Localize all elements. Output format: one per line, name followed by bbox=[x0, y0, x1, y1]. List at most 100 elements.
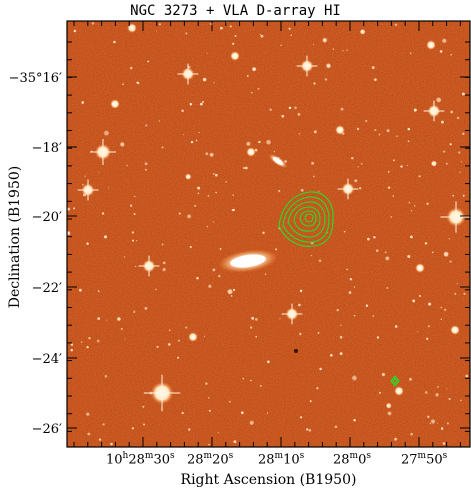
star bbox=[206, 52, 208, 54]
star bbox=[119, 141, 126, 148]
star bbox=[132, 310, 136, 314]
star bbox=[353, 418, 357, 422]
star bbox=[147, 60, 150, 63]
star bbox=[220, 26, 223, 30]
star bbox=[104, 374, 108, 378]
star bbox=[218, 274, 221, 278]
star bbox=[449, 260, 452, 263]
star bbox=[207, 397, 210, 399]
star bbox=[113, 40, 116, 44]
star bbox=[281, 114, 285, 118]
dark-spot bbox=[294, 349, 298, 353]
star bbox=[134, 265, 137, 268]
star bbox=[427, 325, 430, 328]
star bbox=[446, 388, 448, 390]
star bbox=[458, 151, 461, 154]
bright-star bbox=[335, 125, 345, 135]
star bbox=[367, 237, 370, 241]
star bbox=[440, 427, 444, 430]
star bbox=[426, 202, 429, 205]
star bbox=[219, 247, 222, 250]
star bbox=[321, 37, 328, 44]
star bbox=[213, 82, 215, 84]
star bbox=[416, 331, 418, 333]
star bbox=[274, 248, 278, 251]
star bbox=[407, 127, 411, 131]
bright-star bbox=[450, 325, 460, 335]
hi-contour-level-6 bbox=[304, 213, 314, 223]
star bbox=[230, 295, 233, 297]
axis-ticks bbox=[67, 21, 470, 447]
star bbox=[459, 171, 461, 173]
star bbox=[317, 331, 320, 334]
diffraction-spike bbox=[337, 178, 359, 200]
hi-contour-level-5 bbox=[299, 210, 317, 227]
star bbox=[206, 226, 209, 228]
star bbox=[78, 288, 83, 293]
star bbox=[70, 343, 74, 347]
star bbox=[392, 195, 395, 197]
star bbox=[161, 146, 164, 149]
star bbox=[426, 415, 430, 419]
star bbox=[181, 411, 184, 415]
star bbox=[394, 23, 398, 27]
star bbox=[318, 259, 322, 263]
x-tick-label: 28m0s bbox=[333, 451, 371, 468]
bright-star bbox=[127, 23, 137, 33]
star bbox=[418, 294, 421, 298]
star bbox=[251, 316, 255, 320]
star bbox=[343, 230, 346, 233]
star bbox=[198, 131, 200, 133]
star bbox=[316, 387, 319, 390]
star bbox=[413, 108, 418, 113]
star bbox=[406, 164, 409, 166]
star bbox=[91, 21, 95, 25]
star bbox=[103, 130, 110, 137]
star bbox=[177, 356, 180, 359]
star bbox=[445, 162, 448, 165]
star bbox=[340, 324, 342, 326]
sky-noise-texture bbox=[67, 21, 470, 447]
diffraction-spike bbox=[143, 374, 181, 412]
star bbox=[437, 422, 439, 424]
star bbox=[434, 392, 440, 398]
star bbox=[297, 112, 301, 117]
star bbox=[142, 405, 145, 408]
star bbox=[351, 374, 358, 382]
star bbox=[392, 159, 395, 162]
star bbox=[207, 194, 210, 197]
star bbox=[233, 440, 237, 444]
star bbox=[440, 120, 444, 124]
star bbox=[134, 195, 136, 198]
star bbox=[73, 29, 77, 33]
star bbox=[280, 44, 282, 46]
star bbox=[193, 204, 197, 208]
star bbox=[462, 132, 465, 135]
star bbox=[156, 345, 159, 348]
star bbox=[201, 100, 205, 104]
star bbox=[435, 96, 442, 103]
star bbox=[393, 437, 398, 442]
y-axis-label: Declination (B1950) bbox=[7, 165, 23, 309]
y-tick-label: −26′ bbox=[31, 422, 62, 437]
star bbox=[339, 335, 343, 339]
star bbox=[155, 30, 157, 32]
star bbox=[351, 156, 354, 160]
star bbox=[265, 139, 272, 146]
star bbox=[212, 268, 216, 272]
star bbox=[460, 399, 462, 402]
star bbox=[251, 92, 253, 94]
star bbox=[465, 374, 469, 378]
star bbox=[144, 306, 148, 310]
star bbox=[456, 116, 460, 120]
star bbox=[378, 133, 381, 136]
star bbox=[446, 422, 449, 425]
y-tick-label: −20′ bbox=[31, 210, 62, 225]
star bbox=[258, 140, 261, 144]
diffraction-spike bbox=[296, 55, 318, 77]
star bbox=[196, 277, 199, 280]
star bbox=[439, 50, 443, 53]
star bbox=[312, 175, 315, 178]
star bbox=[463, 292, 466, 296]
star bbox=[123, 256, 125, 258]
